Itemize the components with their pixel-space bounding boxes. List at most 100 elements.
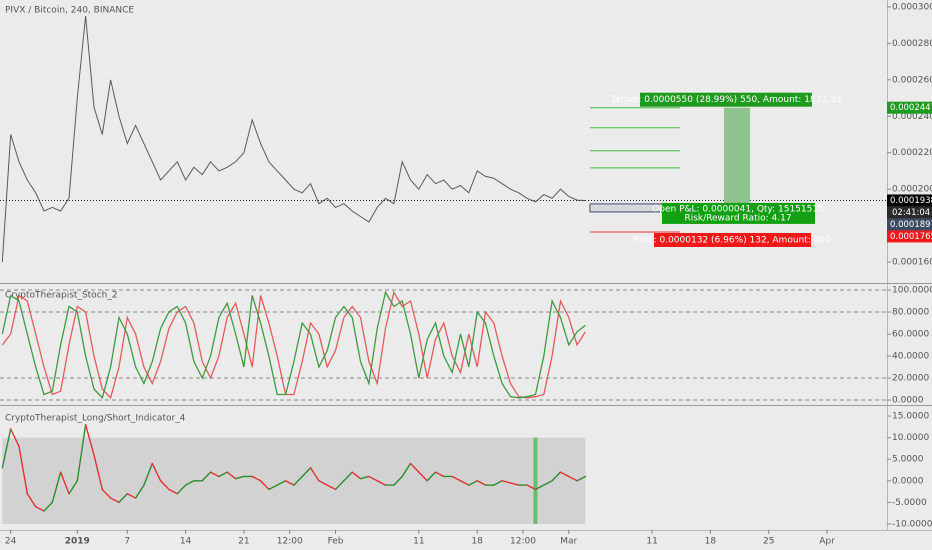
price-tag-label: 0.0001765 — [890, 232, 932, 242]
indicator-segment — [576, 475, 587, 482]
indicator-segment — [301, 467, 312, 478]
x-tick-label: 21 — [238, 537, 249, 547]
y-tick-label: -5.0000 — [892, 498, 927, 508]
x-tick-label: 11 — [413, 537, 424, 547]
y-tick-label: 60.0000 — [892, 330, 929, 340]
x-tick-label: Apr — [819, 537, 835, 547]
indicator-segment — [409, 462, 420, 473]
indicator-title: CryptoTherapist_Stoch_2 — [5, 291, 118, 301]
countdown-tag — [887, 206, 932, 219]
price-tag — [887, 194, 932, 207]
indicator-segment — [201, 471, 212, 482]
series-line — [1, 290, 586, 400]
indicator-segment — [376, 480, 387, 486]
y-tick-label: 0.0000 — [892, 476, 924, 486]
price-tag-label: 0.0001897 — [890, 220, 932, 230]
indicator-segment — [468, 480, 478, 486]
indicator-segment — [209, 471, 220, 478]
indicator-segment — [109, 497, 120, 504]
indicator-segment — [451, 475, 462, 482]
indicator-segment — [134, 484, 145, 499]
x-tick-label: 12:00 — [277, 537, 303, 547]
price-tag — [887, 218, 932, 231]
indicator-segment — [318, 480, 328, 486]
indicator-segment — [393, 475, 403, 486]
x-tick-label: 18 — [471, 537, 483, 547]
indicator-segment — [184, 480, 195, 486]
indicator-segment — [43, 501, 54, 512]
indicator-segment — [334, 480, 345, 491]
x-tick-label: 25 — [763, 537, 774, 547]
price-tag-label: 0.0002447 — [890, 103, 932, 113]
indicator-segment — [9, 428, 20, 447]
indicator-segment — [476, 480, 487, 486]
indicator-segment — [551, 471, 562, 482]
symbol-title: PIVX / Bitcoin, 240, BINANCE — [5, 6, 134, 16]
y-tick-label: 20.0000 — [892, 374, 929, 384]
indicator-segment — [159, 480, 170, 491]
x-tick-label: 12:00 — [510, 537, 536, 547]
indicator-segment — [434, 471, 445, 478]
y-tick-label: 10.0000 — [892, 433, 929, 443]
indicator-segment — [126, 493, 137, 499]
y-tick-label: 0.0002600 — [892, 75, 932, 85]
indicator-segment — [326, 484, 337, 491]
indicator-segment — [151, 462, 162, 482]
indicator-segment — [84, 423, 95, 456]
x-tick-label: 24 — [5, 537, 17, 547]
indicator-segment — [76, 423, 87, 482]
y-tick-label: 0.0001600 — [892, 258, 932, 268]
indicator-segment — [276, 480, 287, 486]
indicator-segment — [34, 505, 45, 512]
indicator-segment — [368, 475, 378, 482]
target-text: Target: 0.0000550 (28.99%) 550, Amount: … — [610, 95, 842, 105]
indicator-segment — [26, 493, 37, 508]
indicator-band — [2, 437, 586, 524]
y-tick-label: 15.0000 — [892, 412, 929, 422]
indicator-segment — [218, 471, 228, 478]
y-tick-label: 0.0002800 — [892, 39, 932, 49]
y-tick-label: -10.0000 — [892, 519, 932, 529]
indicator-segment — [426, 471, 437, 482]
indicator-segment — [343, 471, 353, 482]
indicator-segment — [459, 480, 470, 486]
indicator-segment — [493, 480, 503, 486]
indicator-segment — [268, 484, 278, 491]
pnl-text: Open P&L: 0.0000041, Qty: 15151515 — [652, 204, 824, 214]
pnl-box — [662, 202, 815, 224]
x-tick-label: Mar — [560, 537, 577, 547]
price-tag — [887, 101, 932, 114]
price-tag-label: 0.0001938 — [890, 196, 932, 206]
series-line — [1, 15, 586, 263]
indicator-segment — [101, 488, 112, 499]
indicator-segment — [401, 462, 412, 478]
indicator-segment — [559, 471, 570, 478]
indicator-segment — [568, 475, 578, 482]
y-tick-label: 0.0003000 — [892, 2, 932, 12]
indicator-segment — [284, 480, 295, 486]
indicator-segment — [293, 475, 303, 486]
y-tick-label: 0.0002400 — [892, 112, 932, 122]
indicator-segment — [251, 475, 262, 482]
indicator-segment — [351, 471, 362, 480]
indicator-segment — [359, 475, 370, 480]
indicator-segment — [93, 454, 103, 491]
indicator-segment — [543, 480, 553, 486]
stop-box — [654, 232, 811, 247]
price-tag — [887, 230, 932, 243]
indicator-segment — [526, 484, 537, 491]
indicator-segment — [259, 480, 270, 491]
indicator-segment — [226, 471, 237, 480]
indicator-segment — [501, 480, 512, 484]
y-tick-label: 100.0000 — [892, 286, 932, 296]
indicator-segment — [68, 480, 79, 495]
indicator-segment — [309, 467, 320, 482]
indicator-segment — [59, 471, 70, 495]
indicator-segment — [234, 475, 245, 480]
y-tick-label: 40.0000 — [892, 352, 929, 362]
y-tick-label: 0.0002200 — [892, 148, 932, 158]
indicator-title: CryptoTherapist_Long/Short_Indicator_4 — [5, 414, 186, 424]
x-tick-label: 7 — [124, 537, 130, 547]
x-tick-label: 18 — [705, 537, 717, 547]
